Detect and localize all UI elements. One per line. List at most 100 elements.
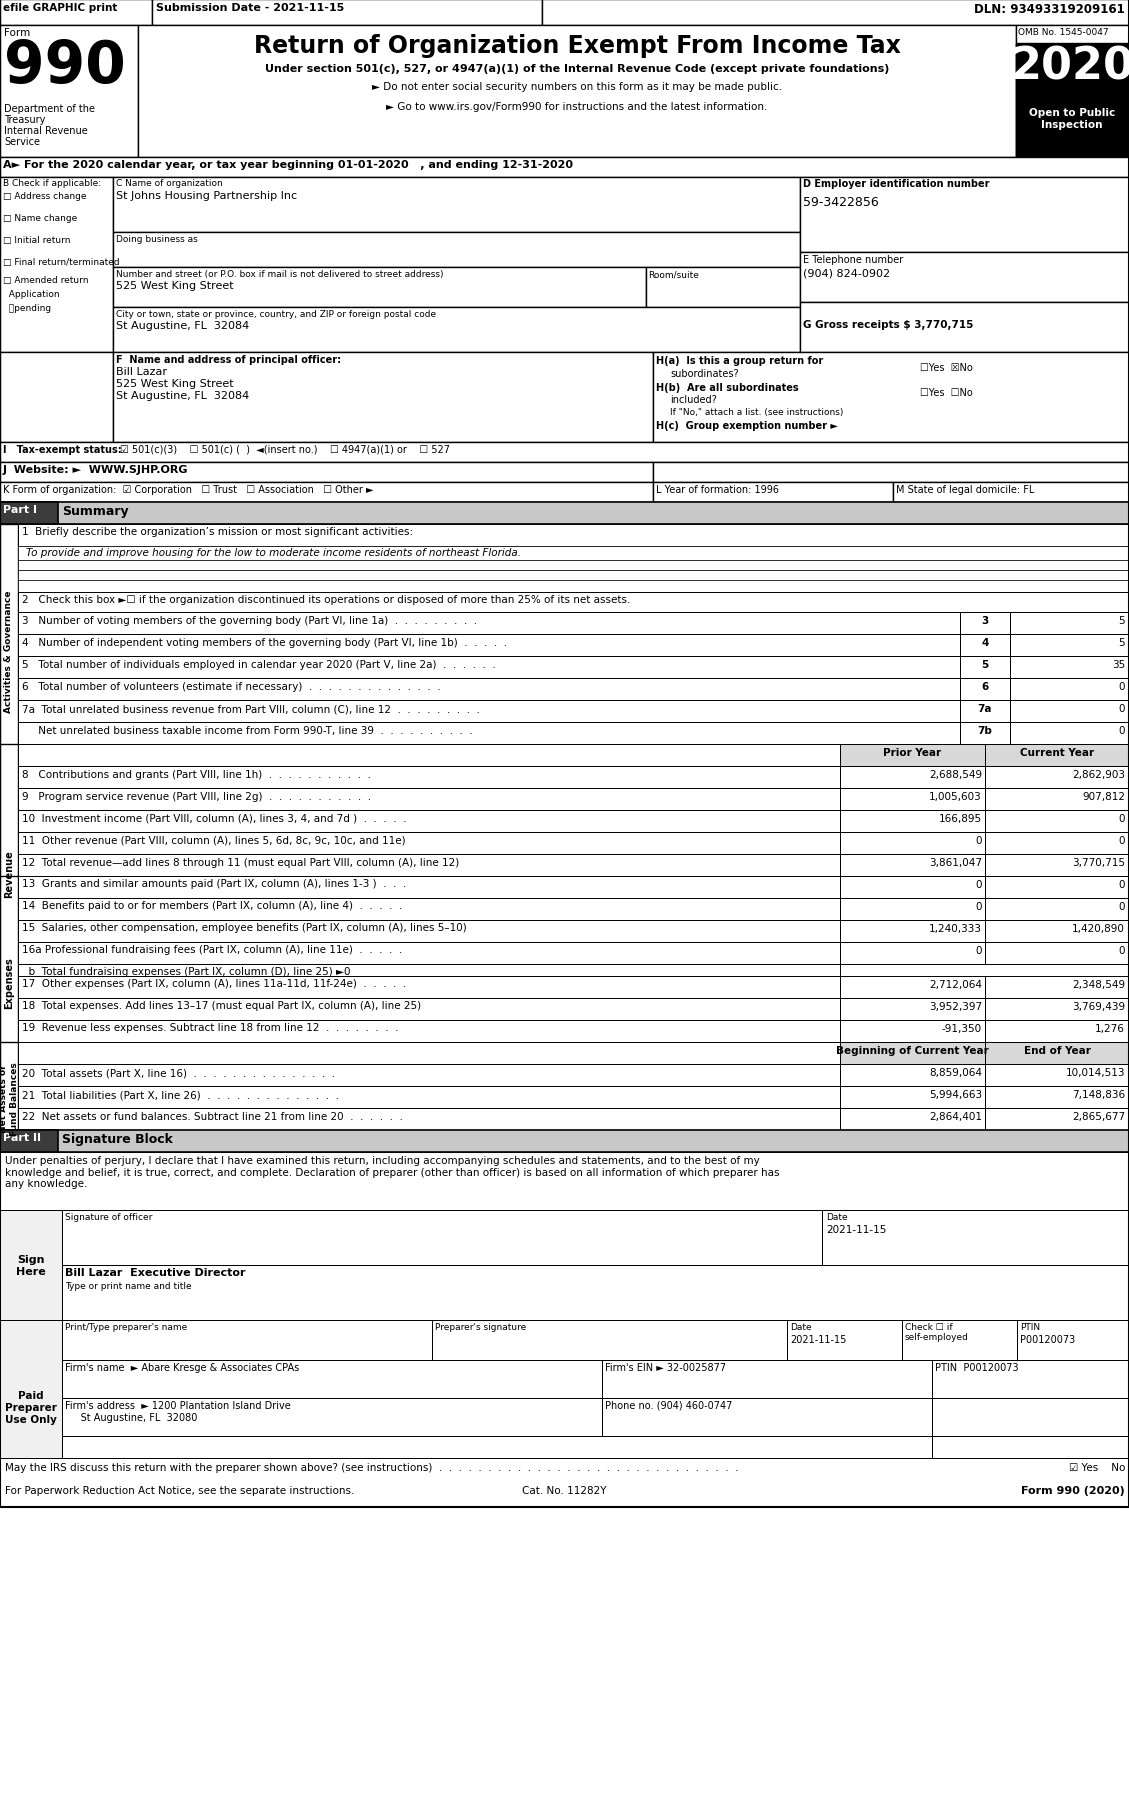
Bar	[18, 571, 1129, 580]
Text: subordinates?: subordinates?	[669, 369, 738, 379]
Text: 59-3422856: 59-3422856	[803, 195, 878, 210]
Text: Treasury: Treasury	[5, 116, 45, 125]
Bar	[0, 443, 1129, 463]
Text: Doing business as: Doing business as	[116, 235, 198, 244]
Bar	[602, 1361, 933, 1399]
Bar	[1010, 679, 1129, 701]
Text: 20  Total assets (Part X, line 16)  .  .  .  .  .  .  .  .  .  .  .  .  .  .  .: 20 Total assets (Part X, line 16) . . . …	[21, 1068, 335, 1077]
Bar	[840, 811, 984, 833]
Bar	[984, 999, 1129, 1021]
Bar	[653, 352, 1129, 443]
Text: □ Name change: □ Name change	[3, 213, 77, 222]
Bar	[0, 876, 18, 1090]
Bar	[542, 0, 1129, 25]
Bar	[960, 634, 1010, 656]
Text: 3   Number of voting members of the governing body (Part VI, line 1a)  .  .  .  : 3 Number of voting members of the govern…	[21, 616, 478, 625]
Text: Number and street (or P.O. box if mail is not delivered to street address): Number and street (or P.O. box if mail i…	[116, 269, 444, 278]
Bar	[984, 744, 1129, 766]
Text: 2021-11-15: 2021-11-15	[790, 1334, 847, 1344]
Text: 2,862,903: 2,862,903	[1073, 770, 1124, 779]
Bar	[18, 898, 840, 920]
Text: M State of legal domicile: FL: M State of legal domicile: FL	[896, 484, 1034, 495]
Text: b  Total fundraising expenses (Part IX, column (D), line 25) ►0: b Total fundraising expenses (Part IX, c…	[21, 967, 350, 976]
Bar	[0, 1043, 18, 1155]
Bar	[960, 701, 1010, 723]
Bar	[152, 0, 542, 25]
Bar	[0, 157, 1129, 177]
Bar	[18, 1108, 840, 1131]
Text: 7a  Total unrelated business revenue from Part VIII, column (C), line 12  .  .  : 7a Total unrelated business revenue from…	[21, 703, 480, 714]
Text: Form: Form	[5, 27, 30, 38]
Bar	[113, 307, 800, 352]
Bar	[1016, 107, 1129, 157]
Text: Bill Lazar: Bill Lazar	[116, 367, 167, 378]
Bar	[113, 177, 800, 233]
Text: D Employer identification number: D Employer identification number	[803, 179, 989, 190]
Text: C Name of organization: C Name of organization	[116, 179, 222, 188]
Text: 14  Benefits paid to or for members (Part IX, column (A), line 4)  .  .  .  .  .: 14 Benefits paid to or for members (Part…	[21, 900, 402, 911]
Text: 6   Total number of volunteers (estimate if necessary)  .  .  .  .  .  .  .  .  : 6 Total number of volunteers (estimate i…	[21, 681, 440, 692]
Text: □ Address change: □ Address change	[3, 192, 87, 201]
Bar	[840, 766, 984, 788]
Bar	[18, 613, 960, 634]
Bar	[113, 233, 800, 267]
Text: L Year of formation: 1996: L Year of formation: 1996	[656, 484, 779, 495]
Text: I   Tax-exempt status:: I Tax-exempt status:	[3, 445, 122, 455]
Text: Preparer's signature: Preparer's signature	[435, 1323, 526, 1332]
Bar	[840, 876, 984, 898]
Bar	[840, 788, 984, 811]
Text: 1  Briefly describe the organization’s mission or most significant activities:: 1 Briefly describe the organization’s mi…	[21, 526, 413, 537]
Bar	[840, 1108, 984, 1131]
Text: Part I: Part I	[3, 504, 37, 515]
Text: Expenses: Expenses	[5, 958, 14, 1008]
Bar	[984, 920, 1129, 943]
Bar	[840, 1021, 984, 1043]
Bar	[984, 1043, 1129, 1064]
Bar	[1017, 1321, 1129, 1361]
Text: 3,769,439: 3,769,439	[1071, 1001, 1124, 1012]
Text: 2020: 2020	[1010, 45, 1129, 89]
Text: H(a)  Is this a group return for: H(a) Is this a group return for	[656, 356, 823, 365]
Bar	[62, 1437, 933, 1458]
Text: End of Year: End of Year	[1024, 1046, 1091, 1055]
Text: Submission Date - 2021-11-15: Submission Date - 2021-11-15	[156, 4, 344, 13]
Bar	[0, 1458, 1129, 1482]
Bar	[18, 656, 960, 679]
Bar	[984, 1108, 1129, 1131]
Text: May the IRS discuss this return with the preparer shown above? (see instructions: May the IRS discuss this return with the…	[5, 1462, 738, 1473]
Text: Date: Date	[790, 1323, 812, 1332]
Text: 11  Other revenue (Part VIII, column (A), lines 5, 6d, 8c, 9c, 10c, and 11e): 11 Other revenue (Part VIII, column (A),…	[21, 835, 405, 846]
Bar	[984, 876, 1129, 898]
Text: 0: 0	[975, 945, 982, 956]
Text: 0: 0	[1119, 681, 1124, 692]
Bar	[0, 1321, 62, 1494]
Bar	[1016, 25, 1129, 157]
Text: ► Go to www.irs.gov/Form990 for instructions and the latest information.: ► Go to www.irs.gov/Form990 for instruct…	[386, 101, 768, 112]
Text: -91,350: -91,350	[942, 1023, 982, 1034]
Text: F  Name and address of principal officer:: F Name and address of principal officer:	[116, 354, 341, 365]
Bar	[0, 502, 58, 524]
Bar	[0, 744, 18, 1003]
Text: To provide and improve housing for the low to moderate income residents of north: To provide and improve housing for the l…	[26, 548, 520, 558]
Text: Return of Organization Exempt From Income Tax: Return of Organization Exempt From Incom…	[254, 34, 901, 58]
Text: 2   Check this box ►☐ if the organization discontinued its operations or dispose: 2 Check this box ►☐ if the organization …	[21, 595, 630, 605]
Bar	[840, 1064, 984, 1086]
Text: Summary: Summary	[62, 504, 129, 519]
Text: 0: 0	[1119, 880, 1124, 889]
Text: 8   Contributions and grants (Part VIII, line 1h)  .  .  .  .  .  .  .  .  .  . : 8 Contributions and grants (Part VIII, l…	[21, 770, 370, 779]
Bar	[1010, 701, 1129, 723]
Bar	[653, 463, 1129, 482]
Bar	[18, 679, 960, 701]
Text: 19  Revenue less expenses. Subtract line 18 from line 12  .  .  .  .  .  .  .  .: 19 Revenue less expenses. Subtract line …	[21, 1023, 399, 1032]
Text: 16a Professional fundraising fees (Part IX, column (A), line 11e)  .  .  .  .  .: 16a Professional fundraising fees (Part …	[21, 945, 402, 954]
Text: Bill Lazar  Executive Director: Bill Lazar Executive Director	[65, 1267, 245, 1278]
Text: 3: 3	[981, 616, 989, 625]
Bar	[18, 876, 840, 898]
Bar	[0, 502, 1129, 524]
Text: Current Year: Current Year	[1019, 748, 1094, 757]
Text: 990: 990	[5, 38, 125, 96]
Text: 9   Program service revenue (Part VIII, line 2g)  .  .  .  .  .  .  .  .  .  .  : 9 Program service revenue (Part VIII, li…	[21, 791, 371, 802]
Bar	[984, 1086, 1129, 1108]
Text: 0: 0	[1119, 945, 1124, 956]
Text: 21  Total liabilities (Part X, line 26)  .  .  .  .  .  .  .  .  .  .  .  .  .  : 21 Total liabilities (Part X, line 26) .…	[21, 1090, 339, 1099]
